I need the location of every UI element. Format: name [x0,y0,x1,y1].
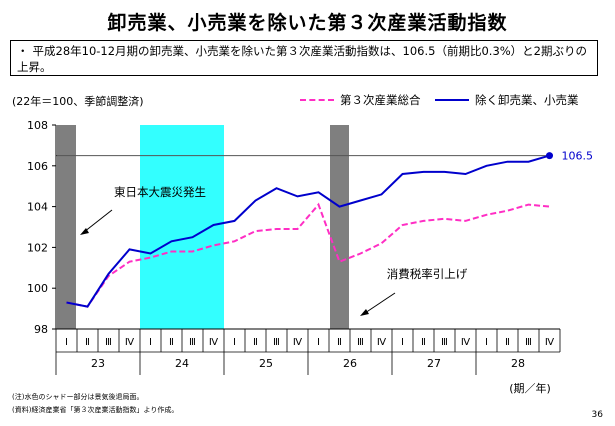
quarter-label: Ⅳ [461,337,471,348]
summary-box: ・平成28年10-12月期の卸売業、小売業を除いた第３次産業活動指数は、106.… [10,40,598,76]
quarter-label: Ⅱ [253,337,258,348]
legend-item-total: 第３次産業総合 [300,92,421,108]
quarter-label: Ⅰ [485,337,488,348]
unit-label: (22年＝100、季節調整済) [12,95,144,108]
quarter-label: Ⅳ [125,337,135,348]
quarter-label: Ⅲ [525,337,532,348]
quarter-label: Ⅲ [441,337,448,348]
year-label: 23 [91,357,105,370]
quarter-label: Ⅳ [545,337,555,348]
legend-swatch-excluding [435,99,469,101]
note-source: (資料)経済産業省「第３次産業活動指数」より作成。 [12,406,179,414]
series-line-excluding [66,154,550,308]
year-label: 26 [343,357,357,370]
summary-bullet: ・ [17,44,29,58]
legend-swatch-total [300,99,334,101]
note-shading: (注)水色のシャドー部分は景気後退局面。 [12,393,144,401]
quarter-label: Ⅰ [401,337,404,348]
year-label: 27 [427,357,441,370]
quarter-label: Ⅲ [273,337,280,348]
quarter-label: Ⅲ [357,337,364,348]
legend-label-total: 第３次産業総合 [340,93,421,107]
quarter-label: Ⅰ [233,337,236,348]
page-title: 卸売業、小売業を除いた第３次産業活動指数 [107,12,508,34]
annotation-earthquake: 東日本大震災発生 [114,185,206,199]
quarter-label: Ⅰ [149,337,152,348]
annotation-arrowhead [360,309,369,316]
legend-item-excluding: 除く卸売業、小売業 [435,92,579,108]
quarter-label: Ⅱ [505,337,510,348]
end-point-marker [546,152,553,160]
quarter-label: Ⅰ [65,337,68,348]
quarter-label: Ⅱ [337,337,342,348]
annotation-arrow [83,209,113,233]
quarter-label: Ⅰ [317,337,320,348]
end-value-label: 106.5 [562,150,594,163]
event-bar [57,125,76,329]
quarter-label: Ⅲ [105,337,112,348]
y-tick-label: 102 [27,241,48,254]
legend-label-excluding: 除く卸売業、小売業 [475,93,579,107]
quarter-label: Ⅳ [293,337,303,348]
year-label: 25 [259,357,273,370]
period-label: (期／年) [509,381,551,395]
year-label: 24 [175,357,189,370]
annotation-arrowhead [80,228,89,235]
quarter-label: Ⅳ [209,337,219,348]
y-tick-label: 108 [27,119,48,132]
page-number: 36 [591,410,603,420]
y-tick-label: 98 [34,323,48,336]
series-line-total [66,202,550,308]
quarter-label: Ⅲ [189,337,196,348]
y-tick-label: 104 [27,201,48,214]
quarter-label: Ⅱ [169,337,174,348]
quarter-label: Ⅳ [377,337,387,348]
quarter-label: Ⅱ [421,337,426,348]
y-tick-label: 106 [27,160,48,173]
event-bar [330,125,349,329]
y-tick-label: 100 [27,282,48,295]
summary-text: 平成28年10-12月期の卸売業、小売業を除いた第３次産業活動指数は、106.5… [17,44,587,74]
annotation-arrow [364,292,396,314]
quarter-label: Ⅱ [85,337,90,348]
annotation-tax: 消費税率引上げ [387,267,468,281]
year-label: 28 [511,357,525,370]
